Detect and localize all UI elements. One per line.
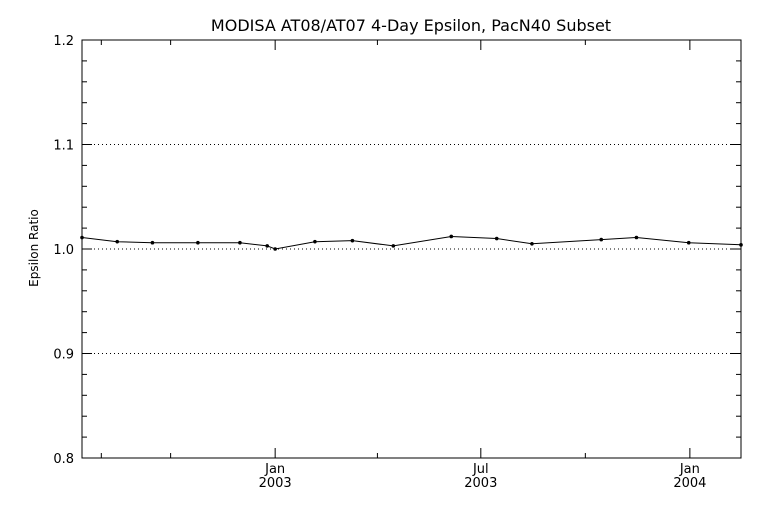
chart-title: MODISA AT08/AT07 4-Day Epsilon, PacN40 S…	[211, 16, 611, 35]
y-tick-label: 1.0	[53, 243, 74, 258]
y-axis-label: Epsilon Ratio	[27, 209, 41, 287]
data-point	[350, 238, 355, 243]
x-tick-year: 2003	[259, 476, 292, 491]
data-series	[80, 234, 743, 251]
y-tick-label: 1.2	[53, 34, 74, 49]
data-point	[273, 247, 277, 251]
data-point	[391, 244, 396, 248]
data-point	[530, 241, 534, 246]
x-tick-month: Jan	[679, 462, 700, 477]
y-tick-label: 1.1	[53, 139, 74, 154]
data-point	[238, 240, 242, 245]
series-line	[81, 235, 742, 250]
data-point	[449, 234, 454, 239]
data-point	[150, 240, 155, 245]
data-point	[115, 239, 120, 244]
x-tick-year: 2003	[464, 476, 497, 491]
data-point	[599, 237, 604, 242]
y-tick-label: 0.9	[53, 348, 74, 363]
data-point	[265, 244, 270, 248]
x-tick-month: Jan	[264, 462, 285, 477]
data-point	[494, 236, 499, 241]
data-point	[80, 235, 84, 240]
data-point	[634, 235, 639, 240]
y-tick-label: 0.8	[53, 452, 74, 467]
y-axis: 0.8 0.9 1.0 1.1 1.2	[53, 34, 741, 467]
data-point	[196, 240, 200, 245]
x-tick-month: Jul	[472, 462, 489, 477]
reference-lines	[82, 144, 741, 354]
data-point	[686, 240, 691, 245]
data-point	[739, 243, 743, 247]
x-tick-year: 2004	[673, 476, 706, 491]
data-point	[313, 239, 317, 244]
